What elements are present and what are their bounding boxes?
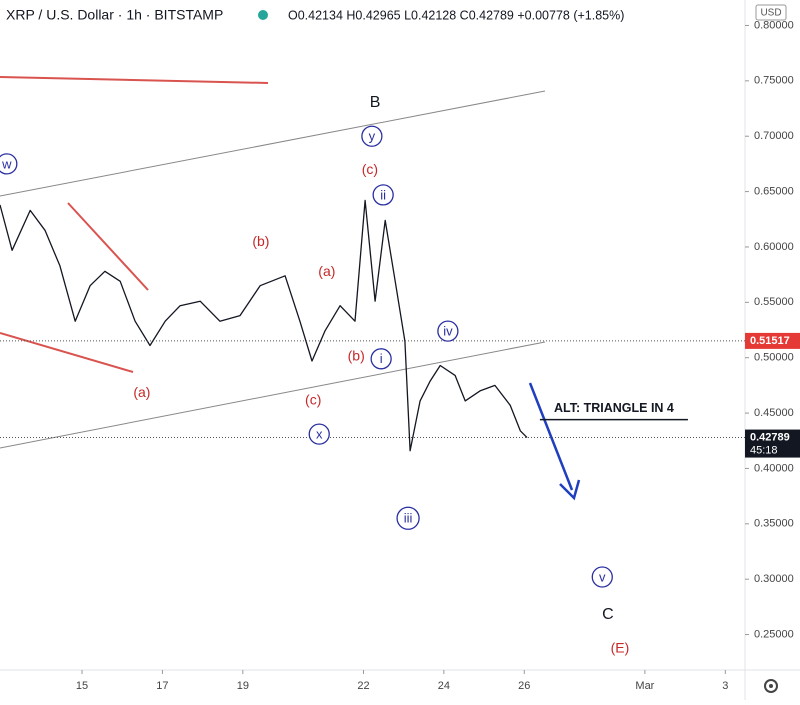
wave-label: ii (380, 187, 386, 202)
y-tick-label: 0.80000 (754, 19, 794, 31)
y-tick-label: 0.25000 (754, 628, 794, 640)
price-marker-label: 0.51517 (750, 335, 790, 347)
wave-label: x (316, 427, 323, 442)
annotation-text: ALT: TRIANGLE IN 4 (554, 401, 674, 415)
countdown-label: 45:18 (750, 444, 778, 456)
ohlc-info: O0.42134 H0.42965 L0.42128 C0.42789 +0.0… (288, 8, 624, 22)
wave-label: y (369, 129, 376, 144)
wave-label: i (380, 351, 383, 366)
x-tick-label: 26 (518, 680, 530, 692)
y-tick-label: 0.60000 (754, 241, 794, 253)
wave-label: (a) (318, 263, 335, 279)
y-tick-label: 0.40000 (754, 462, 794, 474)
x-tick-label: 19 (237, 680, 249, 692)
wave-label: (c) (362, 161, 378, 177)
y-tick-label: 0.45000 (754, 407, 794, 419)
wave-label: (E) (611, 640, 630, 656)
x-tick-label: 17 (156, 680, 168, 692)
wave-label: w (1, 156, 12, 171)
wave-label: (c) (305, 392, 321, 408)
wave-label: v (599, 569, 606, 584)
y-tick-label: 0.70000 (754, 130, 794, 142)
y-tick-label: 0.50000 (754, 352, 794, 364)
x-tick-label: Mar (635, 680, 654, 692)
status-dot (258, 10, 268, 20)
y-tick-label: 0.65000 (754, 185, 794, 197)
currency-label: USD (760, 8, 781, 19)
x-tick-label: 3 (722, 680, 728, 692)
wave-label: B (370, 94, 381, 111)
symbol-title: XRP / U.S. Dollar · 1h · BITSTAMP (6, 7, 223, 23)
x-tick-label: 22 (357, 680, 369, 692)
wave-label: iii (404, 511, 413, 526)
wave-label: iv (443, 324, 453, 339)
x-tick-label: 24 (438, 680, 450, 692)
wave-label: (b) (252, 233, 269, 249)
y-tick-label: 0.35000 (754, 518, 794, 530)
x-tick-label: 15 (76, 680, 88, 692)
y-tick-label: 0.30000 (754, 573, 794, 585)
price-marker-label: 0.42789 (750, 431, 790, 443)
y-tick-label: 0.75000 (754, 75, 794, 87)
wave-label: (b) (348, 347, 365, 363)
y-tick-label: 0.55000 (754, 296, 794, 308)
wave-label: (a) (133, 384, 150, 400)
wave-label: C (602, 606, 614, 623)
